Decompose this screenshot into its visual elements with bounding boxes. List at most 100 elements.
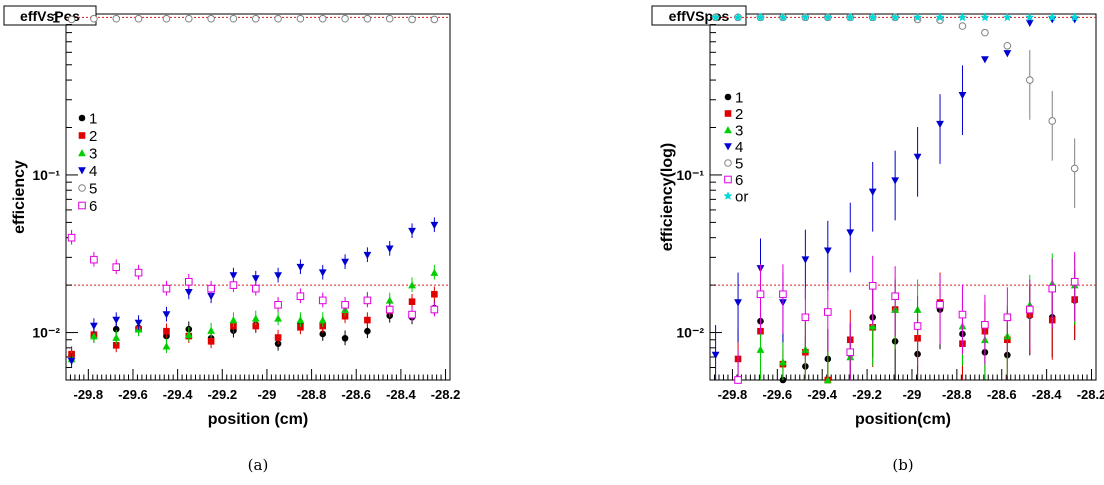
data-point [1003, 50, 1012, 58]
x-tick-label: -29.8 [718, 387, 748, 402]
data-point [112, 14, 121, 23]
data-point [823, 376, 832, 384]
data-point [207, 292, 216, 301]
legend-label: 3 [89, 146, 97, 163]
data-point [207, 338, 215, 345]
data-point [1003, 313, 1012, 322]
data-point [408, 227, 416, 236]
data-point [162, 14, 171, 23]
legend-label: 3 [735, 123, 743, 140]
data-point [363, 14, 372, 23]
plot-frame [709, 13, 1097, 381]
data-point [936, 301, 944, 309]
data-point [251, 284, 260, 293]
data-point [756, 345, 765, 353]
data-point [207, 326, 216, 334]
chart-title: effVsPos [20, 8, 80, 24]
data-point [981, 320, 989, 329]
data-point [408, 310, 416, 319]
legend-marker [78, 167, 86, 175]
data-point [824, 308, 832, 316]
data-point [274, 334, 282, 341]
x-tick-label: -28.2 [431, 387, 461, 402]
data-point [112, 263, 121, 271]
data-point [296, 14, 305, 23]
data-point [184, 330, 193, 338]
data-point [385, 245, 394, 253]
legend-marker [724, 110, 732, 117]
x-tick-label: -28.4 [386, 387, 416, 402]
legend-marker [724, 159, 732, 167]
panel-a: effVsPos position (cm) efficiency (a) -2… [3, 5, 460, 474]
data-point [958, 12, 967, 22]
data-point [364, 327, 371, 335]
data-point [408, 281, 416, 289]
y-tick-label: 10⁻¹ [32, 167, 60, 183]
data-point [162, 284, 171, 293]
data-point [430, 305, 439, 314]
data-point [341, 334, 349, 342]
legend-label: 5 [735, 156, 743, 173]
data-point [207, 284, 215, 293]
legend-label: 6 [735, 172, 743, 189]
x-tick-label: -28.8 [942, 387, 972, 402]
data-point [980, 12, 990, 22]
x-axis-label: position(cm) [855, 411, 951, 428]
data-point [67, 15, 76, 24]
x-tick-label: -29.2 [852, 387, 882, 402]
data-point [981, 56, 989, 64]
y-tick-label: 10⁻¹ [676, 167, 704, 183]
data-point [1048, 284, 1057, 293]
data-point [112, 342, 120, 349]
data-point [800, 12, 810, 22]
y-tick-label: 1 [52, 9, 60, 25]
data-point [274, 314, 282, 322]
data-point [430, 15, 439, 24]
legend-label: 2 [735, 106, 743, 123]
x-tick-label: -29.6 [763, 387, 793, 402]
x-tick-label: -28.6 [341, 387, 371, 402]
data-point [90, 14, 98, 23]
legend-marker [78, 201, 86, 210]
data-point [341, 14, 349, 23]
data-point [229, 272, 238, 280]
data-point [229, 14, 238, 23]
data-point [430, 268, 439, 276]
data-point [1025, 305, 1034, 314]
data-point [1048, 117, 1057, 125]
data-point [868, 281, 877, 290]
data-point [1003, 41, 1012, 50]
legend-marker [723, 191, 733, 200]
data-point [251, 275, 260, 283]
data-point [90, 255, 98, 264]
x-tick-label: -29.4 [807, 387, 837, 402]
caption: (b) [892, 456, 913, 474]
data-point [318, 269, 327, 277]
data-point [385, 305, 394, 314]
y-axis-label: efficiency(log) [659, 143, 676, 251]
data-point [1070, 12, 1080, 22]
data-point [711, 351, 720, 359]
data-point [112, 325, 120, 333]
data-point [184, 289, 193, 297]
data-point [936, 120, 944, 129]
data-point [134, 268, 143, 277]
x-tick-label: -29.2 [207, 387, 237, 402]
data-point [162, 342, 171, 350]
data-point [868, 188, 877, 196]
legend-marker [78, 184, 86, 192]
data-point [251, 314, 260, 322]
y-tick-label: 10⁻² [32, 325, 60, 341]
x-tick-label: -29 [258, 387, 277, 402]
data-point [274, 14, 282, 23]
data-point [90, 332, 98, 340]
data-point [385, 14, 394, 23]
data-point [431, 290, 438, 298]
data-point [823, 12, 833, 22]
data-point [408, 15, 416, 24]
data-point [90, 322, 98, 330]
data-point [778, 12, 788, 22]
data-point [779, 358, 787, 366]
axis-ticks: -29.8 -29.6 -29.4 -29.2 -29 -28.8 -28.6 -28.4 -2… [32, 9, 460, 402]
